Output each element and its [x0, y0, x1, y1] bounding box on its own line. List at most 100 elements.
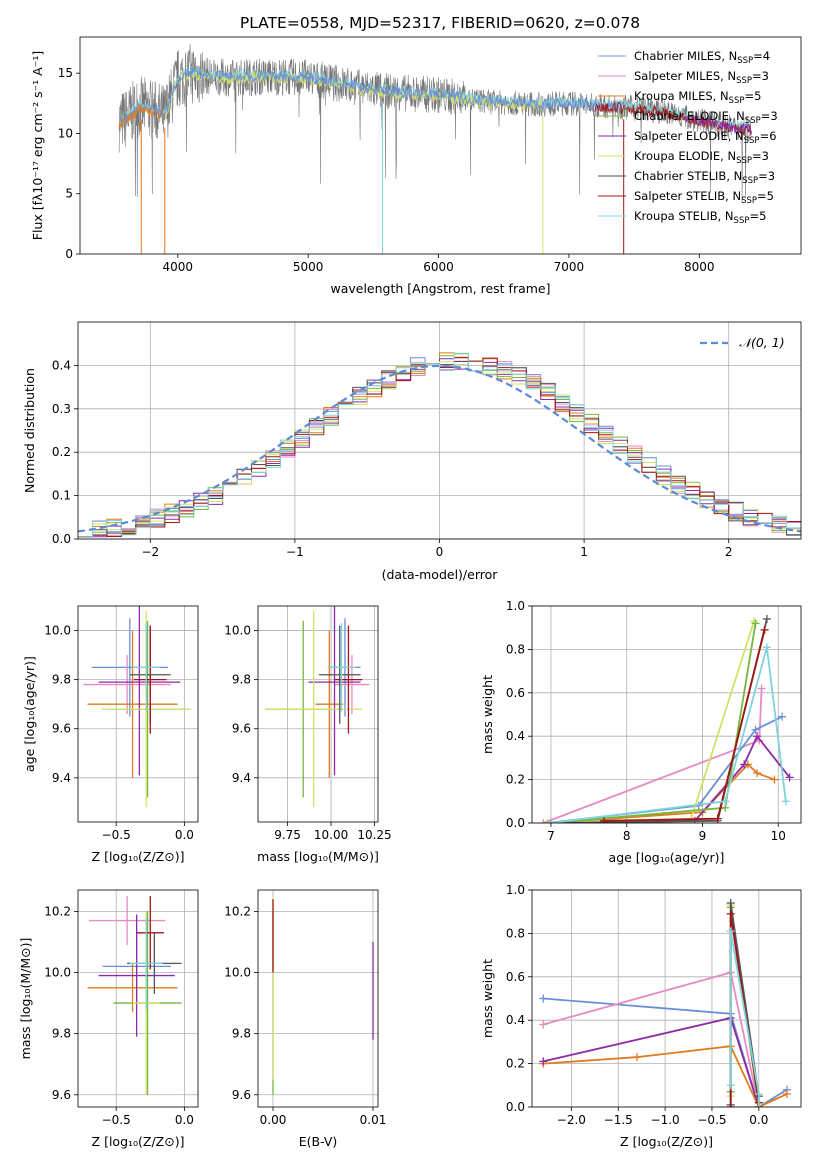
legend-subscript: SSP — [729, 96, 745, 106]
histogram-kroupa_stelib — [78, 353, 801, 539]
weight-vs-Z-ytick-label: 0.6 — [506, 970, 525, 984]
legend-subscript: SSP — [744, 136, 760, 146]
age-vs-mass-point-kroupa_miles — [315, 630, 344, 778]
legend-subscript: SSP — [736, 156, 752, 166]
weight-vs-Z-marker-salpeter_elodie — [539, 1057, 548, 1066]
weight-vs-Z-series-salpeter_elodie — [542, 1016, 760, 1107]
spectrum-frame — [79, 36, 802, 255]
age-vs-mass-xtick-label: 10.00 — [314, 828, 348, 842]
legend-value: =3 — [752, 149, 769, 163]
weight-vs-age-series-salpeter_miles — [543, 688, 763, 823]
legend-value: =3 — [752, 69, 769, 83]
mass-vs-Z-point-kroupa_stelib — [129, 917, 163, 1010]
legend-label-chabrier_stelib: Chabrier STELIB, NSSP=3 — [634, 169, 775, 186]
weight-vs-age-marker-salpeter_miles — [757, 684, 766, 693]
weight-vs-age-marker-salpeter_stelib — [760, 625, 769, 634]
residuals-xtick-label: −2 — [141, 545, 159, 559]
weight-vs-Z-xtick-label: −1.0 — [651, 1113, 680, 1127]
residuals-xtick-label: 0 — [436, 545, 444, 559]
weight-vs-age-marker-kroupa_miles — [753, 769, 762, 778]
legend-label-salpeter_stelib: Salpeter STELIB, NSSP=5 — [634, 189, 774, 206]
normal-curve — [78, 364, 801, 533]
age-vs-metallicity-panel: −0.5 0.0 9.4 9.6 9.8 10.0 Z [log₁₀(Z/Z⊙)] age [… — [22, 605, 199, 864]
legend-label-salpeter_elodie: Salpeter ELODIE, NSSP=6 — [634, 129, 777, 146]
weight-vs-Z-marker-kroupa_miles — [782, 1089, 791, 1098]
age-vs-mass-point-chabrier_stelib — [318, 625, 361, 724]
spectrum-xtick-label: 8000 — [684, 260, 715, 274]
age-vs-mass-ytick-label: 9.8 — [232, 673, 251, 687]
residuals-xtick-label: 2 — [725, 545, 733, 559]
legend-subscript: SSP — [734, 216, 750, 226]
weight-vs-age-marker-salpeter_stelib — [599, 816, 608, 823]
weight-vs-Z-series-kroupa_stelib — [729, 931, 760, 1107]
age-vs-mass-point-salpeter_stelib — [334, 625, 363, 734]
age-vs-mass-panel: 9.75 10.00 10.25 9.4 9.6 9.8 10.0 mass [log₁₀(M… — [224, 605, 392, 864]
weight-vs-age-ytick-label: 1.0 — [506, 599, 525, 613]
residuals-xtick-label: −1 — [286, 545, 304, 559]
weight-vs-Z-xtick-label: 0.0 — [749, 1113, 768, 1127]
weight-vs-age-ytick-label: 0.2 — [506, 773, 525, 787]
residuals-ytick-label: 0.3 — [52, 402, 71, 416]
weight-vs-age-ylabel: mass weight — [480, 675, 495, 754]
weight-vs-age-marker-salpeter_miles — [539, 819, 548, 823]
weight-vs-age-marker-kroupa_miles — [770, 775, 779, 784]
weight-vs-Z-ytick-label: 0.8 — [506, 926, 525, 940]
mass-vs-ebv-ytick-label: 10.2 — [224, 904, 251, 918]
legend-value: =6 — [760, 129, 777, 143]
weight-vs-age-frame — [531, 605, 802, 824]
weight-vs-Z-ylabel: mass weight — [480, 959, 495, 1038]
age-vs-Z-ytick-label: 9.6 — [52, 722, 71, 736]
spectrum-model-chabrier_miles — [118, 67, 625, 127]
age-vs-mass-xtick-label: 9.75 — [274, 828, 301, 842]
spectrum-xtick-label: 4000 — [163, 260, 194, 274]
residuals-xlabel: (data-model)/error — [382, 567, 499, 582]
weight-vs-age-marker-chabrier_miles — [751, 725, 760, 734]
weight-vs-Z-marker-kroupa_stelib — [726, 1081, 735, 1090]
legend-label-chabrier_miles: Chabrier MILES, NSSP=4 — [634, 49, 770, 66]
residuals-ylabel: Normed distribution — [22, 368, 37, 493]
mass-vs-ebv-ytick-label: 10.0 — [224, 966, 251, 980]
age-vs-Z-point-salpeter_elodie — [98, 606, 181, 776]
legend-label-salpeter_miles: Salpeter MILES, NSSP=3 — [634, 69, 769, 86]
spectrum-xtick-label: 5000 — [293, 260, 324, 274]
mass-vs-ebv-ytick-label: 9.8 — [232, 1027, 251, 1041]
spectrum-xtick-label: 7000 — [554, 260, 585, 274]
age-vs-Z-point-kroupa_miles — [87, 630, 178, 778]
residuals-xtick-label: 1 — [580, 545, 588, 559]
mass-vs-metallicity-panel: −0.5 0.0 9.6 9.8 10.0 10.2 Z [log₁₀(Z/Z⊙)] mass… — [18, 889, 199, 1149]
spectrum-ytick-label: 0 — [65, 247, 73, 261]
spectrum-xtick-label: 6000 — [423, 260, 454, 274]
legend-subscript: SSP — [736, 76, 752, 86]
weight-vs-age-series-kroupa_stelib — [550, 646, 787, 823]
weight-vs-metallicity-panel: −2.0 −1.5 −1.0 −0.5 0.0 0.0 0.2 0.4 0.6 0.8 1.0 Z [… — [480, 883, 802, 1149]
weight-vs-Z-xlabel: Z [log₁₀(Z/Z⊙)] — [620, 1134, 713, 1149]
legend-subscript: SSP — [745, 116, 761, 126]
weight-vs-age-ytick-label: 0.4 — [506, 729, 525, 743]
weight-vs-Z-xtick-label: −0.5 — [697, 1113, 726, 1127]
legend-subscript: SSP — [742, 176, 758, 186]
legend-label-kroupa_miles: Kroupa MILES, NSSP=5 — [634, 89, 761, 106]
mass-vs-Z-point-salpeter_elodie — [98, 914, 175, 1037]
mass-vs-ebv-panel: 0.00 0.01 9.6 9.8 10.0 10.2 E(B-V) — [224, 889, 386, 1149]
age-vs-Z-ytick-label: 9.8 — [52, 673, 71, 687]
weight-vs-age-xtick-label: 10 — [771, 829, 786, 843]
weight-vs-Z-marker-chabrier_miles — [539, 994, 548, 1003]
age-vs-Z-frame — [77, 605, 199, 823]
weight-vs-Z-ytick-label: 1.0 — [506, 883, 525, 897]
mass-vs-Z-point-salpeter_stelib — [136, 896, 164, 970]
residuals-ytick-label: 0.4 — [52, 358, 71, 372]
weight-vs-Z-ytick-label: 0.4 — [506, 1013, 525, 1027]
weight-vs-age-ytick-label: 0.0 — [506, 816, 525, 830]
weight-vs-age-series-salpeter_stelib — [603, 629, 766, 822]
weight-vs-Z-frame — [531, 889, 802, 1108]
weight-vs-Z-xtick-label: −2.0 — [557, 1113, 586, 1127]
mass-vs-ebv-xtick-label: 0.00 — [260, 1113, 287, 1127]
spectrum-ytick-label: 15 — [58, 66, 73, 80]
mass-vs-Z-ylabel: mass [log₁₀(M/M⊙)] — [18, 938, 33, 1060]
weight-vs-age-marker-chabrier_miles — [778, 712, 787, 721]
legend-subscript: SSP — [741, 196, 757, 206]
weight-vs-Z-ytick-label: 0.0 — [506, 1100, 525, 1114]
weight-vs-age-marker-kroupa_stelib — [721, 797, 730, 806]
mass-vs-ebv-frame — [257, 889, 379, 1108]
age-vs-mass-point-salpeter_elodie — [308, 606, 361, 776]
